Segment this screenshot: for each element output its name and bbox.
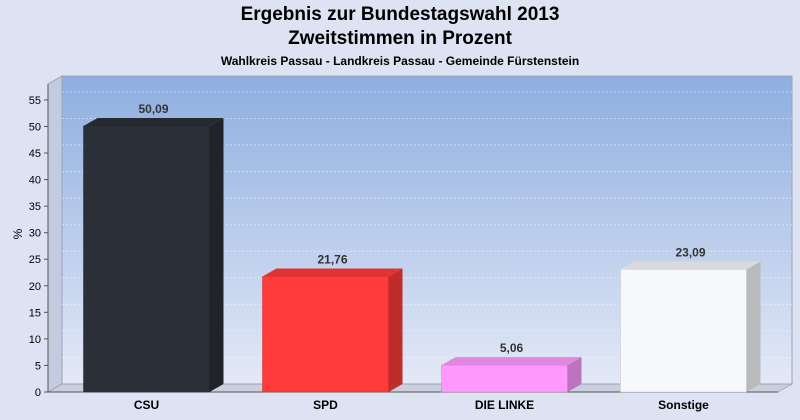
data-label: 23,09: [675, 245, 705, 259]
x-tick-label: CSU: [134, 398, 159, 412]
bar-top: [620, 261, 761, 270]
y-tick-label: 10: [29, 334, 41, 346]
bar-spd: [262, 276, 389, 393]
bar-side: [746, 261, 761, 392]
x-tick-label: DIE LINKE: [475, 398, 534, 412]
chart-location-subtitle: Wahlkreis Passau - Landkreis Passau - Ge…: [220, 54, 580, 68]
chart-subtitle: Zweitstimmen in Prozent: [288, 28, 512, 49]
bar-top: [83, 118, 224, 127]
y-tick-label: 25: [29, 254, 41, 266]
y-tick-label: 55: [29, 95, 41, 107]
y-tick-label: 40: [29, 175, 41, 187]
y-tick-label: 15: [29, 307, 41, 319]
bar-sonstige: [620, 269, 747, 393]
x-tick-label: Sonstige: [658, 398, 709, 412]
bar-side: [567, 357, 582, 392]
bar-side: [209, 118, 224, 393]
data-label: 50,09: [138, 102, 168, 116]
y-tick-label: 30: [29, 228, 41, 240]
plot-side-wall: [47, 75, 63, 393]
chart-title: Ergebnis zur Bundestagswahl 2013: [240, 4, 560, 25]
bar-top: [441, 357, 582, 366]
y-tick-label: 50: [29, 121, 41, 133]
y-tick-label: 5: [35, 360, 41, 372]
data-label: 21,76: [317, 252, 347, 266]
y-tick-label: 20: [29, 281, 41, 293]
data-label: 5,06: [500, 341, 524, 355]
y-tick-label: 35: [29, 201, 41, 213]
x-tick-label: SPD: [313, 398, 338, 412]
bar-side: [388, 268, 403, 392]
y-tick-label: 0: [35, 387, 41, 399]
y-axis-label: %: [11, 228, 25, 239]
bar-csu: [83, 125, 210, 393]
bar-top: [262, 268, 403, 277]
y-tick-label: 45: [29, 148, 41, 160]
bar-die-linke: [441, 364, 568, 393]
